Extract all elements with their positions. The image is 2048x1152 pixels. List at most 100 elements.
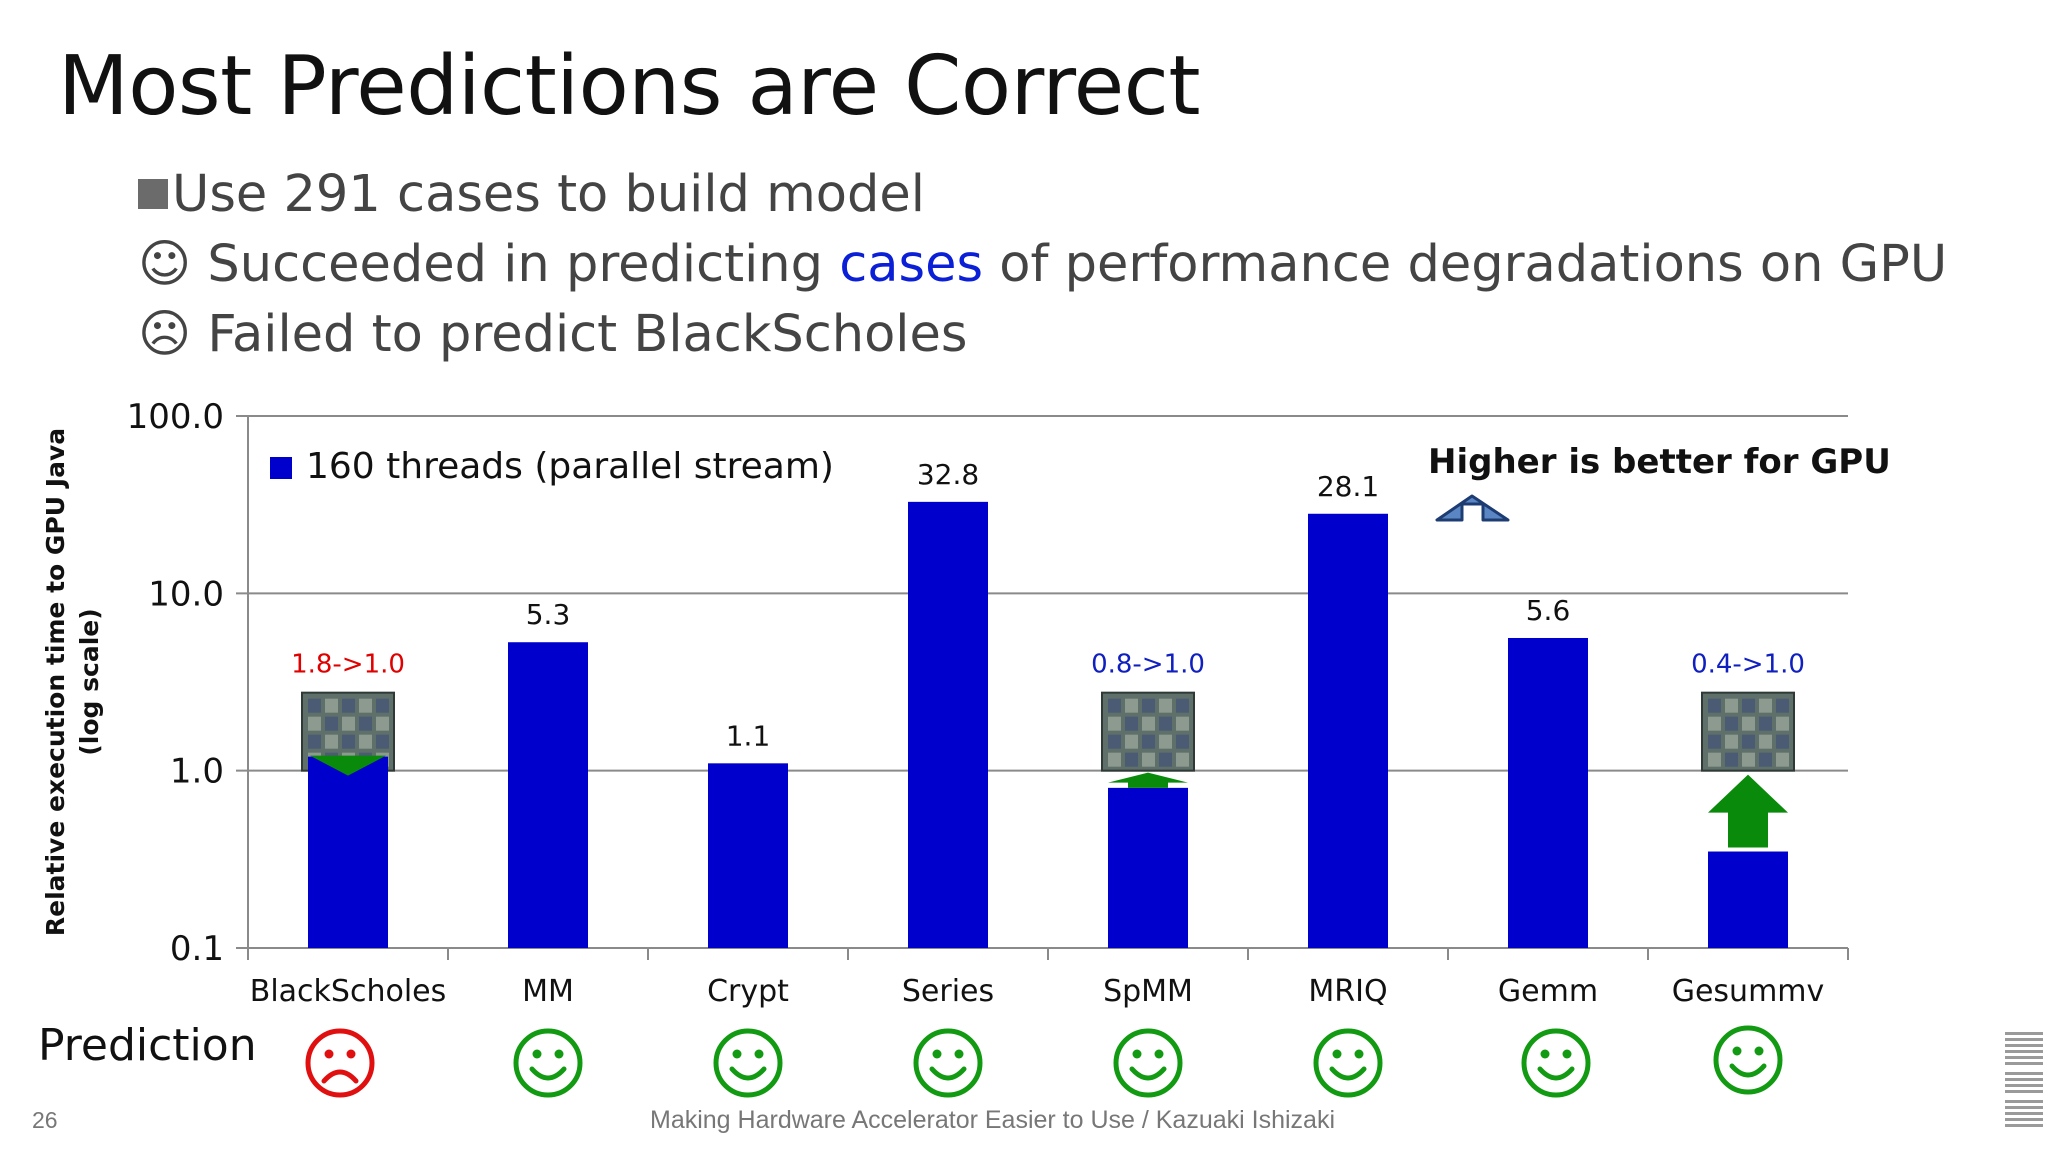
chip-core [1176,698,1189,713]
chip-core [1725,716,1738,731]
transition-label: 0.8->1.0 [1091,650,1205,680]
face-outline [513,1028,583,1098]
data-label: 32.8 [917,458,979,491]
y-tick-label: 1.0 [170,752,224,792]
face-outline [1521,1028,1591,1098]
chip-core [1108,734,1121,749]
frown-icon: ☹ [138,305,192,364]
chip-core [342,698,355,713]
y-axis-title-line2: (log scale) [75,608,104,755]
chip-core [1708,698,1721,713]
square-bullet-icon [138,179,168,209]
smiley-face-icon [713,1028,783,1098]
chip-core [1742,716,1755,731]
chip-core [308,716,321,731]
legend-swatch [270,457,292,479]
x-tick-label: MM [522,974,574,1009]
transition-label: 1.8->1.0 [291,650,405,680]
chip-core [1759,716,1772,731]
chip-core [308,734,321,749]
x-tick-label: Gesummv [1672,974,1825,1009]
face-eye [1562,1049,1572,1059]
y-tick-label: 0.1 [170,929,224,969]
face-eye [732,1049,742,1059]
chip-core [1142,698,1155,713]
x-tick-label: Series [902,974,994,1009]
chip-core [1108,752,1121,767]
chip-core [1725,752,1738,767]
x-tick-label: Crypt [707,974,789,1009]
face-eye [324,1049,334,1059]
bar-series [908,501,988,948]
data-label: 1.1 [726,719,771,752]
bar-blackscholes [308,756,388,948]
data-label: 28.1 [1317,470,1379,503]
chip-core [359,698,372,713]
chip-core [1708,734,1721,749]
gpu-chip-icon [1701,691,1795,772]
chip-core [1176,752,1189,767]
face-eye [1354,1049,1364,1059]
face-eye [1132,1049,1142,1059]
slide-title: Most Predictions are Correct [58,39,1200,134]
chip-core [1725,734,1738,749]
chip-core [376,716,389,731]
smiley-face-icon [1713,1025,1783,1095]
chip-core [1125,698,1138,713]
chip-core [1125,734,1138,749]
y-axis-title: Relative execution time to GPU Java [41,428,70,936]
chip-core [1159,698,1172,713]
chip-core [1725,698,1738,713]
x-tick-label: MRIQ [1308,974,1387,1009]
gpu-chip-icon [1101,691,1195,772]
chip-core [308,698,321,713]
chip-core [1742,698,1755,713]
chip-core [1176,734,1189,749]
smiley-face-icon [513,1028,583,1098]
chip-core [359,734,372,749]
chip-core [1142,734,1155,749]
up-arrow-icon [1435,494,1510,522]
legend-label: 160 threads (parallel stream) [306,446,834,487]
higher-is-better-note: Higher is better for GPU [1428,442,1891,482]
chip-core [1776,698,1789,713]
face-mouth [1537,1066,1575,1081]
bullet-item: Use 291 cases to build model [138,160,1947,230]
bullet-text: Use 291 cases to build model [172,165,925,224]
chip-core [1142,716,1155,731]
chip-core [1742,752,1755,767]
smiley-face-icon [1521,1028,1591,1098]
ibm-logo [2005,1032,2043,1127]
chip-core [325,734,338,749]
bullet-item: ☹ Failed to predict BlackScholes [138,300,1947,370]
face-eye [1154,1049,1164,1059]
face-eye [932,1049,942,1059]
face-outline [713,1028,783,1098]
smiley-face-icon [1113,1028,1183,1098]
face-eye [954,1049,964,1059]
chip-core [1708,752,1721,767]
x-tick-label: SpMM [1103,974,1193,1009]
page-number: 26 [32,1107,58,1133]
face-mouth [929,1066,967,1081]
face-outline [1113,1028,1183,1098]
prediction-label: Prediction [38,1020,257,1071]
bullet-text: of performance degradations on GPU [983,235,1948,294]
face-eye [1732,1046,1742,1056]
bar-gesummv [1708,851,1788,948]
face-outline [1713,1025,1783,1095]
chip-core [1759,698,1772,713]
face-mouth [1329,1066,1367,1081]
smiley-icon: ☺ [138,235,192,294]
chip-core [342,716,355,731]
bar-crypt [708,763,788,948]
face-eye [554,1049,564,1059]
chip-core [1159,734,1172,749]
chip-core [1708,716,1721,731]
bullet-text: Failed to predict BlackScholes [191,305,968,364]
chip-core [1776,752,1789,767]
bar-mriq [1308,513,1388,948]
bullet-list: Use 291 cases to build model ☺ Succeeded… [138,160,1947,370]
chip-core [376,734,389,749]
